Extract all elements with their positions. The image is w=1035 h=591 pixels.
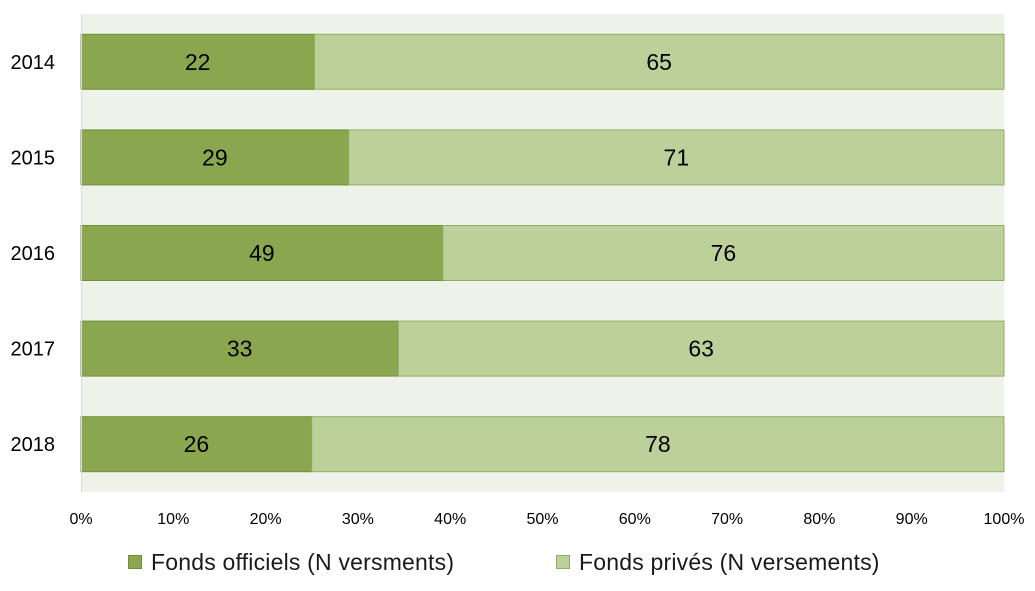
bar-2015-series-1 — [80, 129, 350, 186]
data-label-2014-series-1: 22 — [185, 49, 211, 75]
legend-item-official: Fonds officiels (N versments) — [128, 540, 454, 584]
legend-swatch-private — [556, 555, 570, 569]
y-axis-label-2015: 2015 — [11, 147, 56, 169]
legend-label-private: Fonds privés (N versements) — [579, 548, 880, 575]
data-label-2017-series-1: 33 — [227, 336, 253, 362]
bar-2018-series-2 — [311, 416, 1005, 473]
x-tick-label: 100% — [984, 511, 1025, 528]
x-tick-label: 20% — [250, 511, 282, 528]
bar-2014-series-1 — [80, 33, 315, 90]
legend: Fonds officiels (N versments) Fonds priv… — [0, 540, 1035, 584]
legend-item-private: Fonds privés (N versements) — [556, 540, 880, 584]
data-label-2016-series-1: 49 — [249, 240, 275, 266]
x-tick-label: 30% — [342, 511, 374, 528]
y-axis-label-2014: 2014 — [11, 52, 56, 74]
bars: 22 65 29 71 49 76 33 63 26 78 — [80, 33, 1005, 473]
bar-2016-series-1 — [80, 225, 444, 281]
bar-2018-series-1 — [80, 416, 313, 473]
data-label-2018-series-2: 78 — [645, 431, 671, 457]
x-tick-label: 40% — [434, 511, 466, 528]
x-tick-label: 80% — [803, 511, 835, 528]
data-label-2014-series-2: 65 — [646, 49, 672, 75]
y-axis-label-2018: 2018 — [11, 434, 56, 456]
x-tick-label: 10% — [157, 511, 189, 528]
x-axis-ticks: 0% 10% 20% 30% 40% 50% 60% 70% 80% 90% 100% — [69, 511, 1024, 528]
bar-2014-series-2 — [313, 33, 1005, 90]
data-label-2015-series-2: 71 — [664, 144, 690, 170]
bar-2016-series-2 — [442, 225, 1005, 281]
x-tick-label: 0% — [69, 511, 92, 528]
y-axis-labels: 2014 2015 2016 2017 2018 — [11, 52, 56, 456]
y-axis-label-2017: 2017 — [11, 339, 56, 361]
data-label-2018-series-1: 26 — [184, 431, 210, 457]
y-axis-label-2016: 2016 — [11, 243, 56, 265]
bar-2015-series-2 — [348, 129, 1005, 186]
data-label-2017-series-2: 63 — [688, 336, 714, 362]
x-tick-label: 60% — [619, 511, 651, 528]
legend-label-official: Fonds officiels (N versments) — [151, 548, 455, 575]
data-label-2016-series-2: 76 — [711, 240, 737, 266]
x-tick-label: 90% — [896, 511, 928, 528]
data-label-2015-series-1: 29 — [202, 144, 228, 170]
bar-2017-series-2 — [397, 320, 1005, 377]
x-tick-label: 50% — [526, 511, 558, 528]
legend-swatch-official — [128, 555, 142, 569]
x-tick-label: 70% — [711, 511, 743, 528]
